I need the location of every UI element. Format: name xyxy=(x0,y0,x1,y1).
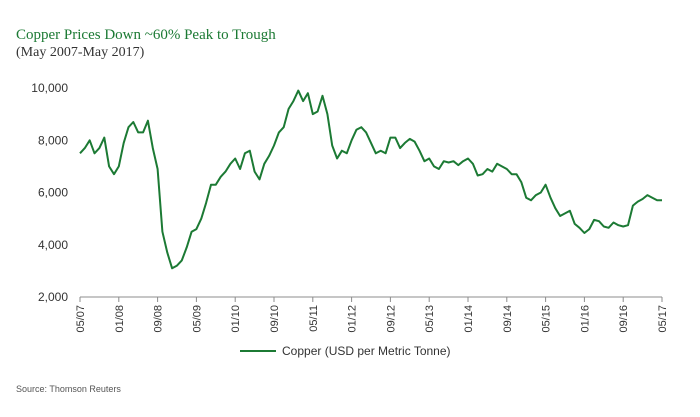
x-tick-label: 09/12 xyxy=(385,305,397,333)
y-tick-label: 4,000 xyxy=(38,238,68,252)
x-tick-label: 05/09 xyxy=(191,305,203,333)
x-tick-label: 09/14 xyxy=(502,305,514,333)
x-tick-label: 01/10 xyxy=(230,305,242,333)
x-tick-label: 09/16 xyxy=(618,305,630,333)
source-note: Source: Thomson Reuters xyxy=(16,384,121,394)
x-tick-label: 01/12 xyxy=(347,305,359,333)
y-tick-label: 2,000 xyxy=(38,290,68,304)
x-tick-label: 09/10 xyxy=(269,305,281,333)
legend-label: Copper (USD per Metric Tonne) xyxy=(282,344,451,358)
y-tick-label: 6,000 xyxy=(38,186,68,200)
x-tick-label: 05/15 xyxy=(541,305,553,333)
chart-title: Copper Prices Down ~60% Peak to Trough xyxy=(16,27,276,43)
series-line xyxy=(79,89,662,270)
x-tick-label: 09/08 xyxy=(153,305,165,333)
x-tick-label: 05/17 xyxy=(657,305,669,333)
y-tick-label: 8,000 xyxy=(38,133,68,147)
x-tick-label: 05/13 xyxy=(424,305,436,333)
x-tick-label: 01/14 xyxy=(463,305,475,333)
x-tick-label: 01/16 xyxy=(579,305,591,333)
y-axis: 2,000 4,000 6,000 8,000 10,000 xyxy=(31,81,68,304)
series-layer xyxy=(79,89,662,270)
x-axis-ticks xyxy=(79,297,663,302)
x-axis: 05/07 01/08 09/08 05/09 01/10 09/10 05/11 01/12… xyxy=(75,305,669,333)
x-tick-label: 05/07 xyxy=(75,305,87,333)
x-tick-label: 05/11 xyxy=(308,305,320,332)
y-tick-label: 10,000 xyxy=(31,81,68,95)
x-tick-label: 01/08 xyxy=(114,305,126,333)
legend: Copper (USD per Metric Tonne) xyxy=(240,344,451,358)
chart-subtitle: (May 2007-May 2017) xyxy=(16,45,145,60)
